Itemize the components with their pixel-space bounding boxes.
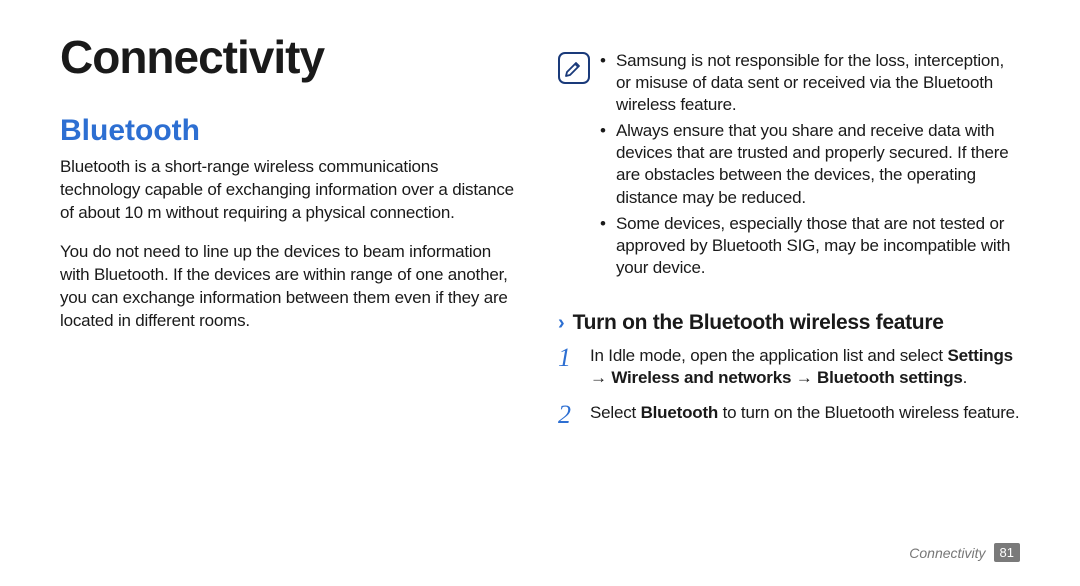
- note-item: Always ensure that you share and receive…: [600, 120, 1020, 208]
- page-footer: Connectivity 81: [909, 543, 1020, 562]
- intro-paragraph-1: Bluetooth is a short-range wireless comm…: [60, 156, 522, 225]
- manual-page: Connectivity Bluetooth Bluetooth is a sh…: [0, 0, 1080, 586]
- left-column: Connectivity Bluetooth Bluetooth is a sh…: [60, 30, 522, 556]
- chapter-title: Connectivity: [60, 30, 522, 84]
- step-item: 2 Select Bluetooth to turn on the Blueto…: [558, 402, 1020, 428]
- subsection-heading: › Turn on the Bluetooth wireless feature: [558, 311, 1020, 335]
- section-title: Bluetooth: [60, 114, 522, 148]
- step-text: Select Bluetooth to turn on the Bluetoot…: [590, 402, 1020, 428]
- step-item: 1 In Idle mode, open the application lis…: [558, 345, 1020, 390]
- intro-paragraph-2: You do not need to line up the devices t…: [60, 241, 522, 333]
- note-list: Samsung is not responsible for the loss,…: [600, 50, 1020, 283]
- subsection-title: Turn on the Bluetooth wireless feature: [573, 311, 944, 335]
- step-text-bold: Bluetooth: [641, 403, 719, 422]
- footer-section-label: Connectivity: [909, 545, 985, 561]
- step-text-pre: Select: [590, 403, 641, 422]
- step-text-pre: In Idle mode, open the application list …: [590, 346, 947, 365]
- step-number: 1: [558, 345, 578, 390]
- steps-list: 1 In Idle mode, open the application lis…: [558, 345, 1020, 440]
- note-item: Some devices, especially those that are …: [600, 213, 1020, 279]
- note-item: Samsung is not responsible for the loss,…: [600, 50, 1020, 116]
- chevron-right-icon: ›: [558, 312, 565, 335]
- note-box: Samsung is not responsible for the loss,…: [558, 50, 1020, 283]
- note-pencil-icon: [558, 52, 590, 84]
- right-column: Samsung is not responsible for the loss,…: [558, 30, 1020, 556]
- step-number: 2: [558, 402, 578, 428]
- step-text-post: to turn on the Bluetooth wireless featur…: [718, 403, 1019, 422]
- step-text-post: .: [963, 368, 968, 387]
- step-text: In Idle mode, open the application list …: [590, 345, 1020, 390]
- footer-page-number: 81: [994, 543, 1020, 562]
